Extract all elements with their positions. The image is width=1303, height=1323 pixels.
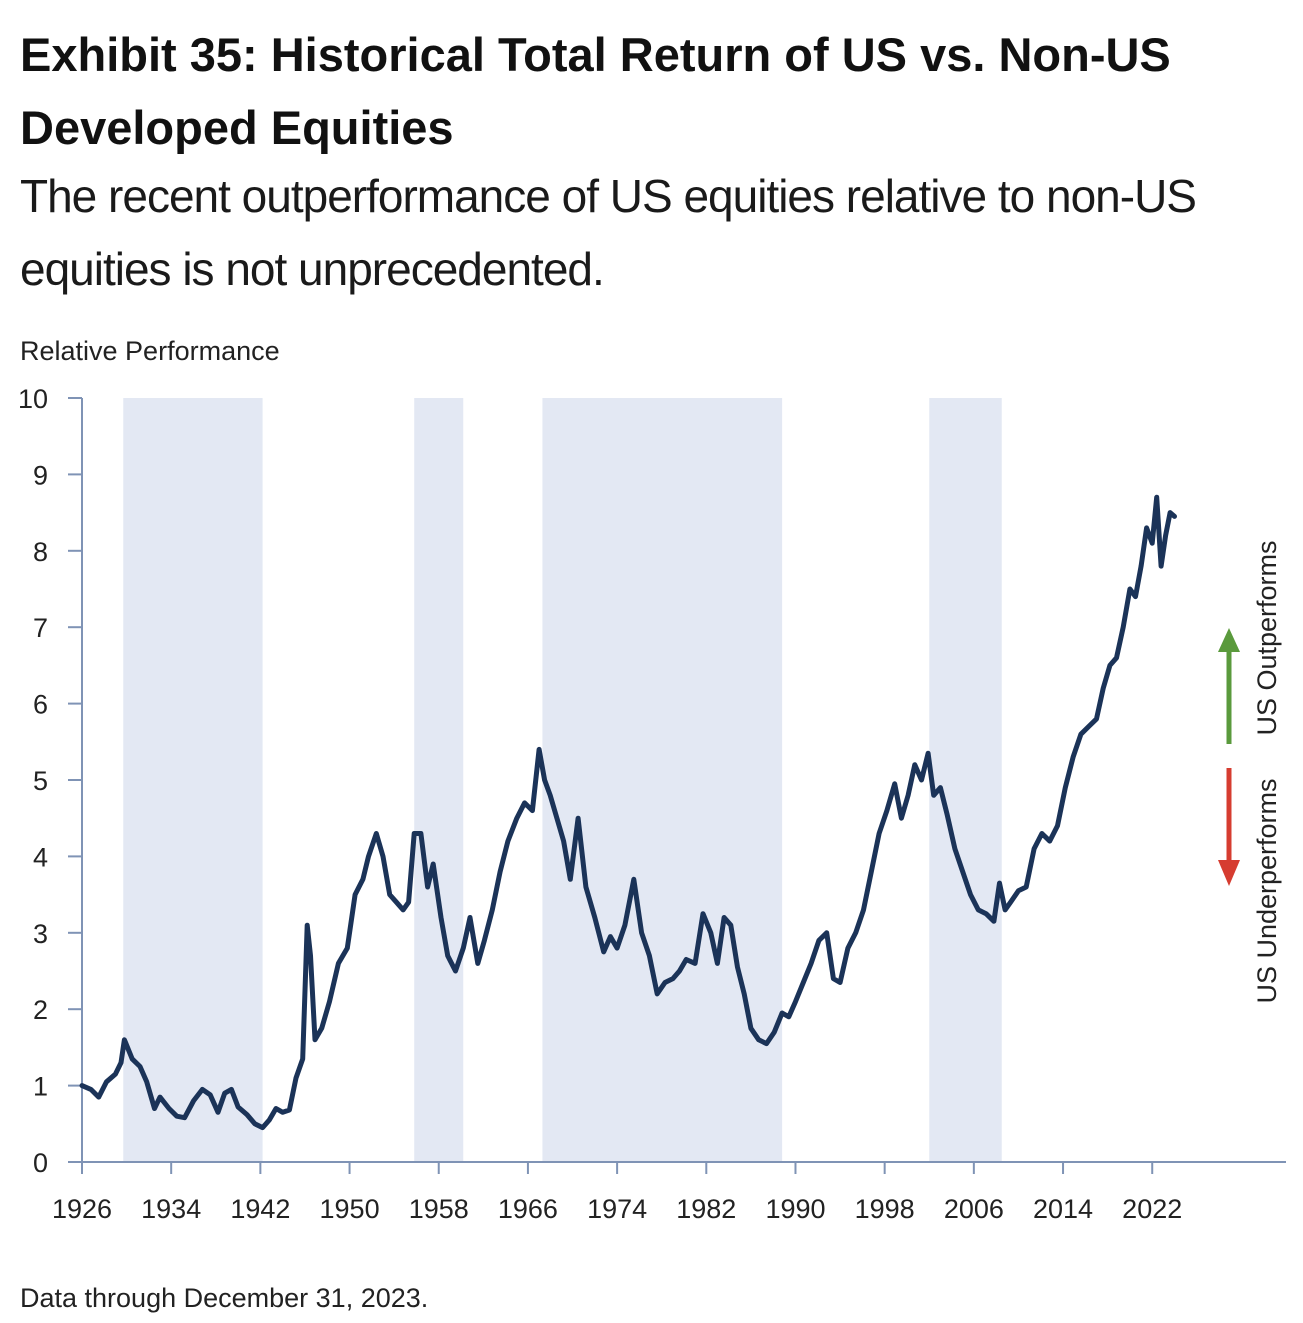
y-tick-label-5: 5 bbox=[33, 766, 48, 796]
y-tick-label-9: 9 bbox=[33, 460, 48, 490]
shaded-period-2 bbox=[414, 398, 464, 1162]
x-tick-label-1990: 1990 bbox=[765, 1194, 825, 1224]
chart-plot: 0 1 2 3 4 5 6 7 8 9 10 1926 1934 1942 1950 1958 1966 197… bbox=[18, 384, 1286, 1224]
x-tick-label-2006: 2006 bbox=[944, 1194, 1004, 1224]
y-axis-label: Relative Performance bbox=[20, 336, 280, 366]
y-tick-label-3: 3 bbox=[33, 919, 48, 949]
y-axis-ticks: 0 1 2 3 4 5 6 7 8 9 10 bbox=[18, 384, 82, 1178]
x-axis-ticks: 1926 1934 1942 1950 1958 1966 1974 1982 1990 1998… bbox=[52, 1162, 1182, 1224]
x-tick-label-1966: 1966 bbox=[498, 1194, 558, 1224]
x-tick-label-1950: 1950 bbox=[320, 1194, 380, 1224]
chart-title: Exhibit 35: Historical Total Return of U… bbox=[20, 28, 1171, 154]
x-tick-label-1958: 1958 bbox=[409, 1194, 469, 1224]
us-outperforms-label: US Outperforms bbox=[1252, 540, 1282, 735]
shaded-period-1 bbox=[123, 398, 263, 1162]
y-tick-label-0: 0 bbox=[33, 1148, 48, 1178]
y-tick-label-7: 7 bbox=[33, 613, 48, 643]
chart-subtitle: The recent outperformance of US equities… bbox=[20, 170, 1197, 295]
us-underperforms-label: US Underperforms bbox=[1252, 778, 1282, 1003]
x-tick-label-2014: 2014 bbox=[1033, 1194, 1093, 1224]
shaded-period-4 bbox=[929, 398, 1002, 1162]
x-tick-label-1982: 1982 bbox=[676, 1194, 736, 1224]
y-tick-label-8: 8 bbox=[33, 537, 48, 567]
down-arrow-icon bbox=[1218, 860, 1240, 886]
data-footnote: Data through December 31, 2023. bbox=[20, 1283, 429, 1313]
series-line bbox=[79, 494, 1177, 1131]
y-tick-label-10: 10 bbox=[18, 384, 48, 414]
y-tick-label-4: 4 bbox=[33, 842, 48, 872]
shaded-periods bbox=[123, 398, 1002, 1162]
x-tick-label-1998: 1998 bbox=[855, 1194, 915, 1224]
x-tick-label-1926: 1926 bbox=[52, 1194, 112, 1224]
performance-annotations: US Outperforms US Underperforms bbox=[1218, 540, 1282, 1004]
x-tick-label-2022: 2022 bbox=[1122, 1194, 1182, 1224]
x-tick-label-1974: 1974 bbox=[587, 1194, 647, 1224]
x-tick-label-1942: 1942 bbox=[230, 1194, 290, 1224]
y-tick-label-6: 6 bbox=[33, 690, 48, 720]
up-arrow-icon bbox=[1218, 628, 1240, 652]
x-tick-label-1934: 1934 bbox=[141, 1194, 201, 1224]
y-tick-label-2: 2 bbox=[33, 995, 48, 1025]
shaded-period-3 bbox=[542, 398, 783, 1162]
y-tick-label-1: 1 bbox=[33, 1072, 48, 1102]
